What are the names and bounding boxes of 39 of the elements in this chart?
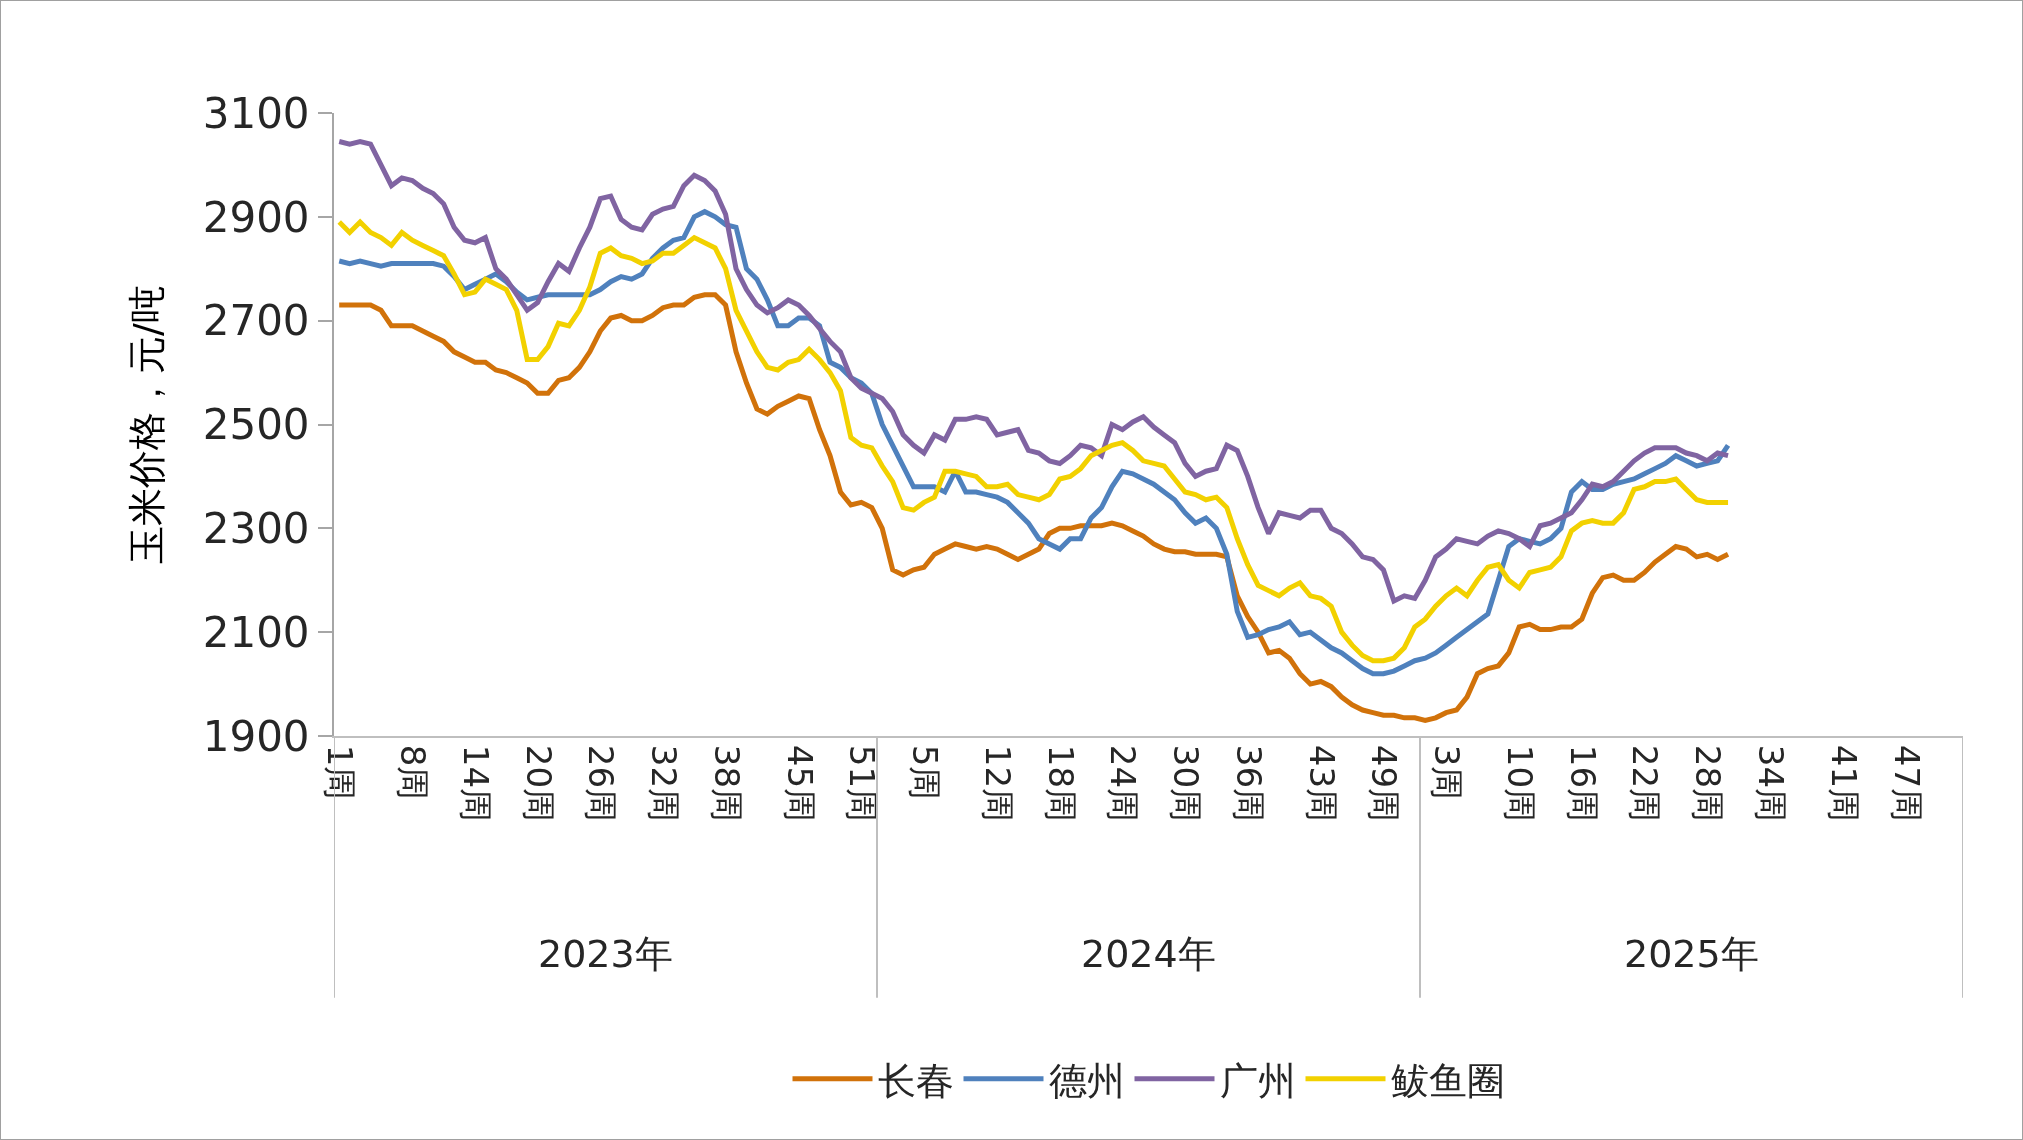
y-tick-label: 1900 <box>202 711 310 761</box>
x-tick-label: 28周 <box>1688 744 1729 823</box>
x-tick-label: 26周 <box>581 744 622 823</box>
x-tick-label: 1周 <box>320 744 361 801</box>
x-tick-label: 22周 <box>1625 744 1666 823</box>
x-tick-label: 47周 <box>1886 744 1927 823</box>
legend-label: 鲅鱼圈 <box>1390 1058 1505 1103</box>
x-tick-label: 49周 <box>1364 744 1405 823</box>
x-tick-label: 10周 <box>1500 744 1541 823</box>
y-axis-title: 玉米价格，元/吨 <box>125 285 170 564</box>
x-tick-label: 12周 <box>978 744 1019 823</box>
x-tick-label: 41周 <box>1823 744 1864 823</box>
x-tick-label: 20周 <box>518 744 559 823</box>
legend-label: 德州 <box>1048 1058 1125 1103</box>
x-tick-label: 34周 <box>1750 744 1791 823</box>
x-tick-label: 8周 <box>393 744 434 801</box>
y-tick-label: 2900 <box>202 192 310 242</box>
x-tick-label: 16周 <box>1562 744 1603 823</box>
x-tick-label: 5周 <box>904 744 945 801</box>
x-tick-label: 32周 <box>643 744 684 823</box>
x-tick-label: 43周 <box>1301 744 1342 823</box>
y-tick-label: 3100 <box>202 88 310 138</box>
y-tick-label: 2100 <box>202 607 310 657</box>
legend-label: 广州 <box>1219 1058 1296 1103</box>
y-tick-label: 2500 <box>202 400 310 450</box>
x-tick-label: 45周 <box>779 744 820 823</box>
x-tick-label: 3周 <box>1427 744 1468 801</box>
x-tick-label: 30周 <box>1166 744 1206 823</box>
y-tick-label: 2700 <box>202 296 310 346</box>
text: 2023年 <box>538 932 673 976</box>
x-tick-label: 18周 <box>1040 744 1081 823</box>
x-tick-label: 38周 <box>706 744 747 823</box>
x-tick-label: 14周 <box>455 744 496 823</box>
legend-label: 长春 <box>877 1058 954 1103</box>
x-tick-label: 36周 <box>1228 744 1269 823</box>
x-tick-label: 24周 <box>1103 744 1144 823</box>
y-tick-label: 2300 <box>202 504 310 554</box>
text: 2024年 <box>1081 932 1216 976</box>
text: 2025年 <box>1624 932 1759 976</box>
